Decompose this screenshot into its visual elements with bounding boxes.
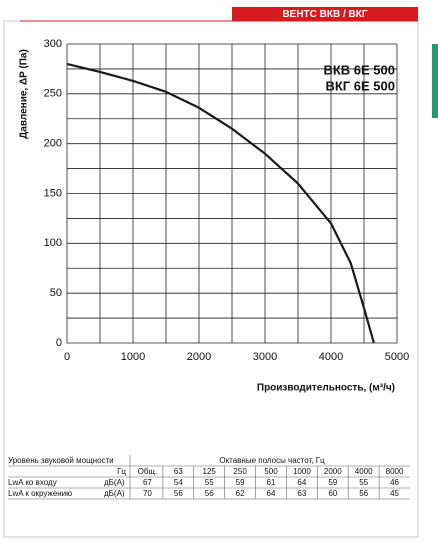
table-cell: 63 — [297, 489, 306, 498]
y-tick-label: 250 — [44, 88, 62, 100]
table-cell: 45 — [390, 489, 399, 498]
row-label: LwA ко входу — [8, 478, 57, 487]
table-header: 250 — [233, 467, 247, 476]
table-header: Общ. — [138, 467, 158, 476]
y-tick-label: 150 — [44, 187, 62, 199]
table-cell: 55 — [205, 478, 214, 487]
y-tick-label: 0 — [56, 337, 62, 349]
table-cell: 70 — [143, 489, 152, 498]
curve-label: ВКГ 6Е 500 — [325, 78, 395, 93]
table-cell: 59 — [236, 478, 245, 487]
table-header: 2000 — [324, 467, 342, 476]
table-title: Уровень звуковой мощности — [8, 456, 114, 465]
table-cell: 62 — [236, 489, 245, 498]
x-tick-label: 0 — [64, 351, 70, 363]
y-tick-label: 200 — [44, 138, 62, 150]
table-cell: 54 — [174, 478, 183, 487]
y-tick-label: 300 — [44, 38, 62, 50]
curve-label: ВКВ 6Е 500 — [323, 62, 395, 77]
table-cell: 46 — [390, 478, 399, 487]
x-tick-label: 3000 — [253, 351, 277, 363]
x-axis-label: Производительность, (м³/ч) — [257, 383, 395, 394]
table-cell: 61 — [267, 478, 276, 487]
table-cell: 55 — [359, 478, 368, 487]
pressure-curve — [66, 62, 375, 344]
x-tick-label: 2000 — [187, 351, 211, 363]
table-cell: 64 — [267, 489, 276, 498]
table-header: 8000 — [386, 467, 404, 476]
table-header: Гц — [117, 467, 126, 476]
row-unit: дБ(А) — [104, 478, 125, 487]
row-unit: дБ(А) — [104, 489, 125, 498]
table-cell: 67 — [143, 478, 152, 487]
header-tag-bg — [232, 7, 418, 21]
table-header: 1000 — [293, 467, 311, 476]
sound-table: Уровень звуковой мощности Октавные полос… — [8, 455, 410, 500]
table-cell: 56 — [174, 489, 183, 498]
x-tick-label: 4000 — [319, 351, 343, 363]
table-cell: 56 — [359, 489, 368, 498]
row-label: LwA к окружению — [8, 489, 72, 498]
table-header: 63 — [174, 467, 183, 476]
table-header: 4000 — [355, 467, 373, 476]
table-cell: 60 — [328, 489, 337, 498]
table-cell: 59 — [328, 478, 337, 487]
side-tab — [432, 44, 438, 118]
y-tick-label: 100 — [44, 237, 62, 249]
table-cell: 56 — [205, 489, 214, 498]
y-axis-label: Давление, ΔP (Па) — [19, 49, 30, 139]
table-cell: 64 — [297, 478, 306, 487]
y-tick-label: 50 — [50, 287, 62, 299]
x-tick-label: 1000 — [121, 351, 145, 363]
bands-title: Октавные полосы частот, Гц — [219, 456, 325, 465]
table-header: 500 — [264, 467, 278, 476]
table-header: 125 — [203, 467, 217, 476]
header-tag: ВЕНТС ВКВ / ВКГ — [282, 9, 367, 20]
x-tick-label: 5000 — [385, 351, 409, 363]
